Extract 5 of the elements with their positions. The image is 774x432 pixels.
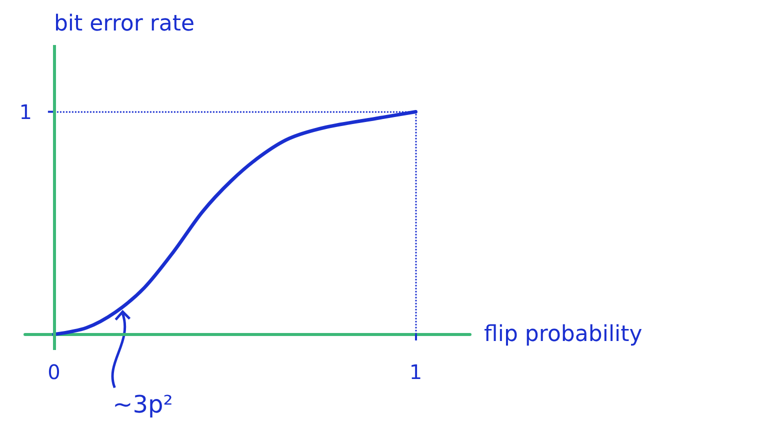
x-tick-label: 0 bbox=[48, 360, 60, 384]
annotation: 1 bbox=[19, 100, 32, 124]
y-axis-title: bit error rate bbox=[54, 12, 195, 36]
x-axis-title: flip probability bbox=[484, 322, 642, 347]
annotation: ∼3p² bbox=[112, 390, 173, 419]
